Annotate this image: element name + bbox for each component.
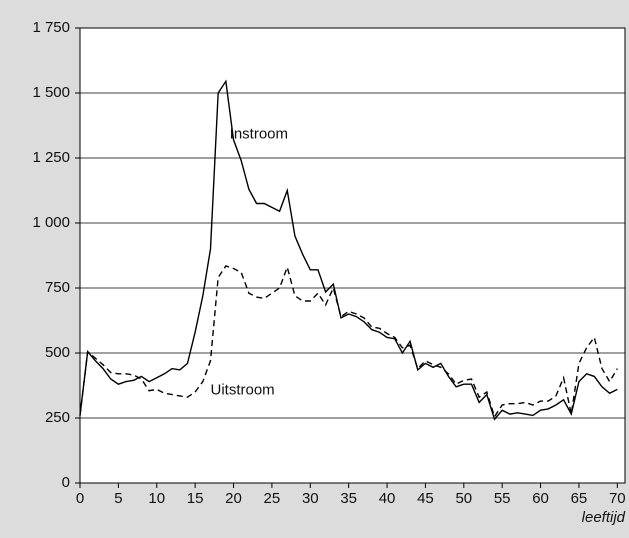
annotation: Instroom (230, 126, 288, 143)
x-tick-label: 15 (187, 490, 204, 507)
x-tick-label: 65 (571, 490, 588, 507)
x-axis-label: leeftijd (582, 509, 626, 526)
x-tick-label: 5 (114, 490, 122, 507)
series-line (79, 79, 618, 421)
series-line (79, 264, 618, 419)
x-tick-label: 30 (302, 490, 319, 507)
x-tick-label: 20 (225, 490, 242, 507)
annotation: Uitstroom (210, 382, 274, 399)
y-tick-label: 500 (45, 344, 70, 361)
y-tick-label: 1 500 (32, 84, 70, 101)
plot-area (79, 27, 626, 484)
x-tick-label: 55 (494, 490, 511, 507)
x-tick-label: 45 (417, 490, 434, 507)
x-tick-label: 60 (532, 490, 549, 507)
x-tick-label: 50 (455, 490, 472, 507)
y-tick-label: 250 (45, 409, 70, 426)
x-tick-label: 70 (609, 490, 626, 507)
y-tick-label: 1 750 (32, 19, 70, 36)
y-tick-label: 750 (45, 279, 70, 296)
x-tick-label: 25 (264, 490, 281, 507)
x-tick-label: 40 (379, 490, 396, 507)
y-tick-label: 1 000 (32, 214, 70, 231)
y-tick-label: 1 250 (32, 149, 70, 166)
x-tick-label: 0 (76, 490, 84, 507)
x-tick-label: 10 (148, 490, 165, 507)
x-tick-label: 35 (340, 490, 357, 507)
y-tick-label: 0 (62, 474, 70, 491)
